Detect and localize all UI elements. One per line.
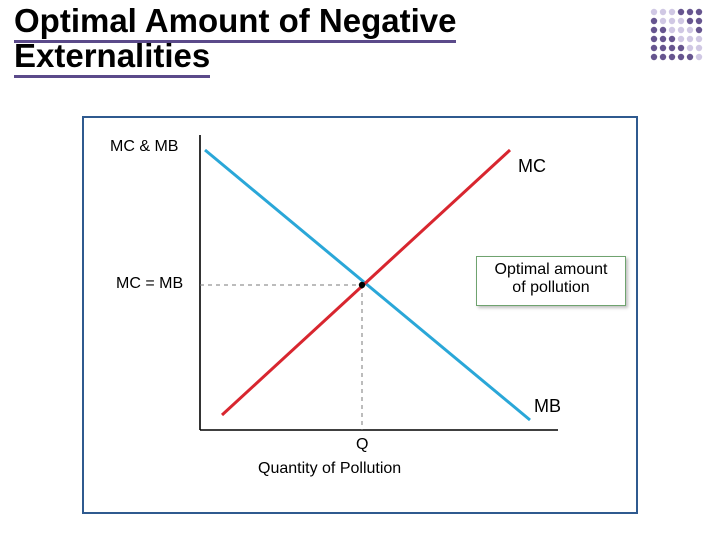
- slide: Optimal Amount of Negative Externalities…: [0, 0, 720, 540]
- mc-equals-mb-label: MC = MB: [116, 275, 183, 293]
- y-axis-label: MC & MB: [110, 138, 178, 156]
- optimal-callout: Optimal amount of pollution: [476, 256, 626, 306]
- mb-label: MB: [534, 396, 561, 417]
- q-label: Q: [356, 436, 368, 454]
- callout-line-1: Optimal amount: [495, 261, 608, 278]
- callout-line-2: of pollution: [512, 279, 589, 296]
- x-axis-label: Quantity of Pollution: [258, 460, 401, 478]
- mc-label: MC: [518, 156, 546, 177]
